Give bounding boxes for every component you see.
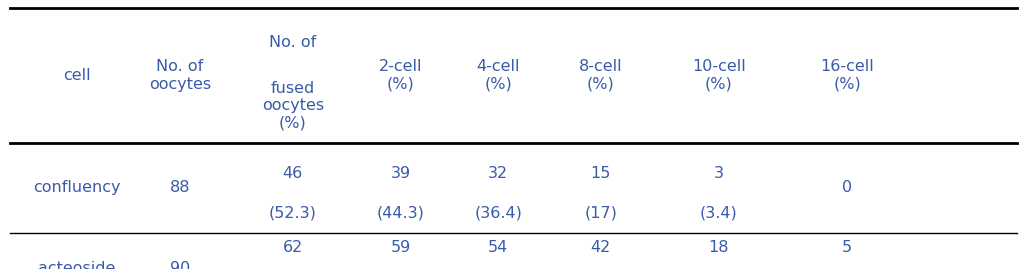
- Text: 8-cell
(%): 8-cell (%): [579, 59, 622, 91]
- Text: fused
oocytes
(%): fused oocytes (%): [262, 81, 324, 130]
- Text: (44.3): (44.3): [377, 205, 424, 220]
- Text: 62: 62: [282, 240, 303, 255]
- Text: 16-cell
(%): 16-cell (%): [821, 59, 874, 91]
- Text: 10-cell
(%): 10-cell (%): [692, 59, 746, 91]
- Text: 88: 88: [169, 180, 190, 195]
- Text: acteoside: acteoside: [38, 261, 116, 269]
- Text: 4-cell
(%): 4-cell (%): [477, 59, 520, 91]
- Text: 42: 42: [591, 240, 611, 255]
- Text: 5: 5: [842, 240, 852, 255]
- Text: confluency: confluency: [33, 180, 121, 195]
- Text: 90: 90: [169, 261, 190, 269]
- Text: (36.4): (36.4): [474, 205, 522, 220]
- Text: 39: 39: [390, 166, 411, 181]
- Text: 46: 46: [282, 166, 303, 181]
- Text: (52.3): (52.3): [269, 205, 316, 220]
- Text: (17): (17): [584, 205, 617, 220]
- Text: 0: 0: [842, 180, 852, 195]
- Text: 15: 15: [591, 166, 611, 181]
- Text: 32: 32: [488, 166, 508, 181]
- Text: No. of: No. of: [269, 35, 316, 50]
- Text: (3.4): (3.4): [700, 205, 737, 220]
- Text: 2-cell
(%): 2-cell (%): [379, 59, 422, 91]
- Text: 3: 3: [714, 166, 724, 181]
- Text: No. of
oocytes: No. of oocytes: [149, 59, 211, 91]
- Text: 18: 18: [709, 240, 729, 255]
- Text: cell: cell: [64, 68, 90, 83]
- Text: 59: 59: [390, 240, 411, 255]
- Text: 54: 54: [488, 240, 508, 255]
